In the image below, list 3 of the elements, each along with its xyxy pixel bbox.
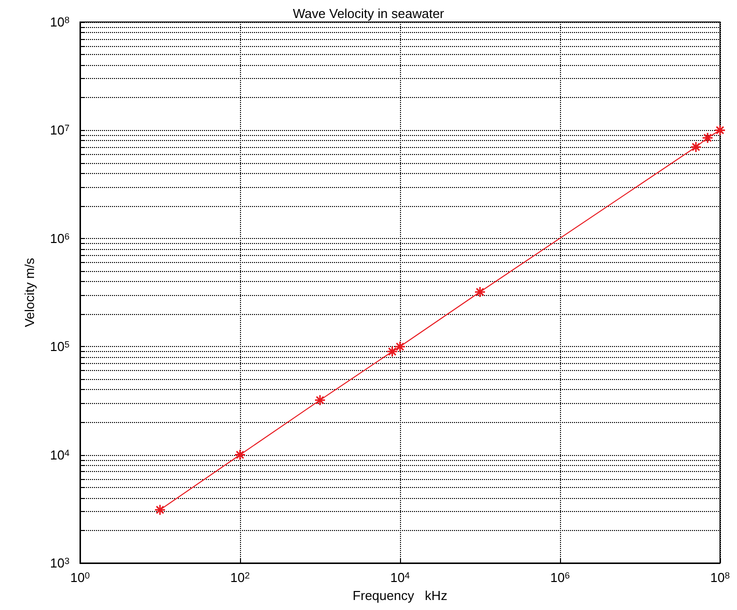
y-axis-title: Velocity m/s — [22, 257, 37, 328]
x-axis-title: Frequency kHz — [352, 588, 448, 603]
chart-title: Wave Velocity in seawater — [292, 6, 445, 21]
